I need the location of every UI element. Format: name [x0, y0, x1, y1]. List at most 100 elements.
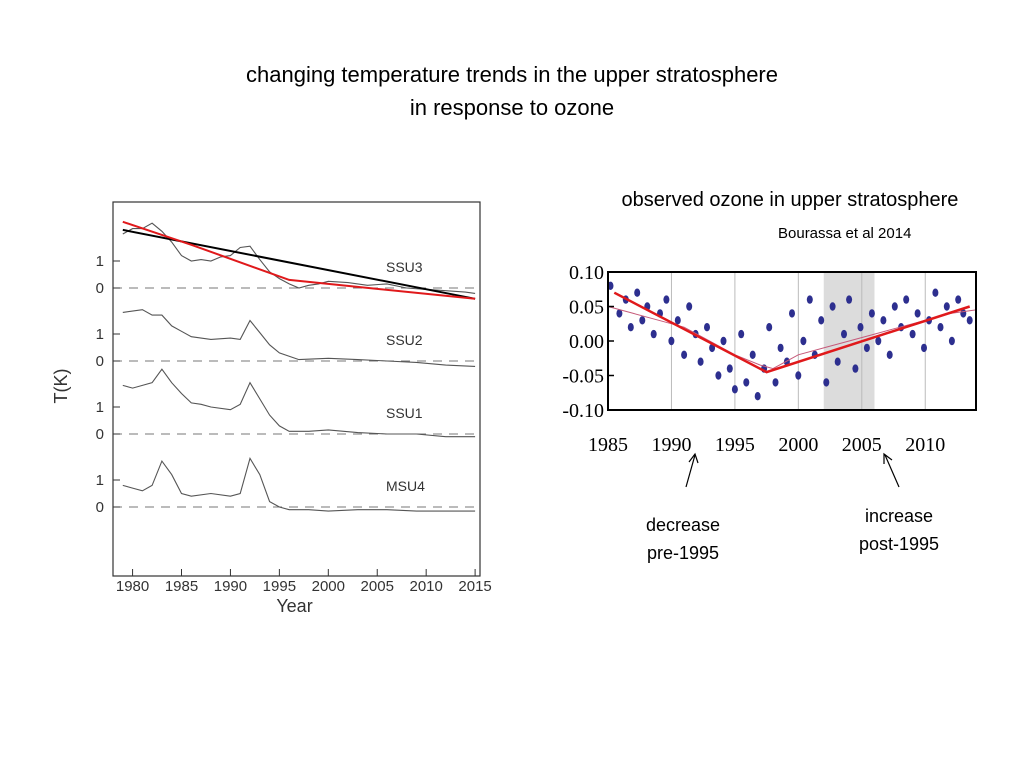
ozone-data-point [726, 364, 733, 373]
ozone-y-tick-label: 0.00 [569, 331, 604, 353]
ozone-y-tick-label: 0.05 [569, 297, 604, 319]
ozone-x-tick-label: 2010 [905, 434, 945, 456]
ozone-data-point [955, 295, 962, 304]
ozone-data-point [948, 336, 955, 346]
ozone-data-point [863, 343, 870, 353]
ozone-x-tick-label: 1990 [651, 434, 691, 456]
x-axis-title: Year [276, 596, 312, 616]
panel-label-ssu2: SSU2 [386, 332, 423, 348]
x-tick-label: 2005 [361, 578, 394, 595]
y-tick-label: 1 [96, 253, 104, 270]
ozone-data-point [834, 357, 841, 366]
x-tick-label: 1985 [165, 578, 198, 595]
ozone-data-point [634, 288, 641, 297]
ssu3-piecewise-trend [122, 220, 476, 300]
y-tick-label: 0 [96, 499, 104, 516]
ozone-data-point [754, 392, 761, 401]
ozone-data-point [731, 385, 738, 394]
ozone-data-point [749, 350, 756, 359]
y-axis-title: T(K) [51, 369, 71, 404]
ozone-x-tick-label: 1985 [588, 434, 628, 456]
ozone-data-point [903, 295, 910, 304]
panel-label-ssu3: SSU3 [386, 259, 423, 275]
ozone-data-point [841, 329, 847, 339]
ozone-data-point [627, 323, 634, 332]
ozone-data-point [829, 302, 836, 311]
decrease-label-line1: decrease [645, 515, 721, 535]
decrease-label: decrease pre-1995 [618, 511, 748, 567]
ozone-data-point [823, 378, 830, 387]
ozone-data-point [738, 329, 745, 339]
x-tick-label: 2015 [458, 578, 491, 595]
increase-label: increase post-1995 [834, 502, 964, 558]
ozone-data-point [818, 316, 825, 325]
ozone-data-point [697, 357, 704, 366]
y-tick-label: 1 [96, 326, 104, 343]
ozone-data-point [909, 329, 916, 339]
ozone-piecewise-trend [613, 291, 971, 374]
slide-title: changing temperature trends in the upper… [112, 58, 912, 124]
x-tick-label: 1990 [214, 578, 247, 595]
ozone-data-point [650, 329, 657, 339]
ozone-data-point [681, 350, 688, 359]
slide-title-line2: in response to ozone [409, 95, 615, 120]
ozone-data-point [914, 309, 921, 318]
ozone-data-point [743, 378, 750, 387]
ozone-data-point [875, 336, 882, 346]
ozone-data-point [777, 343, 784, 353]
increase-arrow [883, 452, 900, 488]
ozone-data-point [789, 309, 795, 318]
panel-label-msu4: MSU4 [386, 478, 425, 494]
ozone-data-point [891, 302, 898, 311]
panel-label-ssu1: SSU1 [386, 405, 423, 421]
ozone-data-point [806, 295, 813, 304]
ozone-data-point [852, 364, 859, 373]
ozone-data-point [766, 323, 773, 332]
slide-title-line1: changing temperature trends in the upper… [246, 62, 778, 87]
decrease-label-line2: pre-1995 [646, 543, 720, 563]
x-tick-label: 2000 [312, 578, 345, 595]
ozone-data-point [886, 350, 893, 359]
series-line-msu4 [122, 457, 476, 512]
series-line-ssu1 [122, 368, 476, 438]
ozone-data-point [921, 343, 927, 353]
increase-label-line1: increase [864, 506, 934, 526]
ozone-data-point [880, 316, 887, 325]
ozone-y-tick-label: -0.10 [562, 400, 604, 422]
x-tick-label: 1980 [116, 578, 149, 595]
ozone-data-point [943, 302, 950, 311]
ozone-data-point [772, 378, 779, 387]
ozone-data-point [800, 336, 807, 346]
ozone-data-point [616, 309, 623, 318]
citation: Bourassa et al 2014 [778, 225, 912, 242]
y-tick-label: 0 [96, 280, 104, 297]
decrease-arrow [685, 452, 699, 488]
ozone-data-point [715, 371, 722, 380]
ozone-y-tick-label: -0.05 [562, 366, 604, 388]
ozone-data-point [668, 336, 675, 346]
ozone-data-point [966, 316, 973, 325]
ozone-data-point [868, 309, 875, 318]
ozone-data-point [674, 316, 681, 325]
increase-label-line2: post-1995 [858, 534, 940, 554]
x-tick-label: 2010 [409, 578, 442, 595]
ozone-y-tick-label: 0.10 [569, 262, 604, 284]
ozone-data-point [663, 295, 670, 304]
ozone-data-point [857, 323, 864, 332]
ozone-data-point [686, 302, 693, 311]
ozone-data-point [704, 323, 710, 332]
y-tick-label: 1 [96, 472, 104, 489]
ozone-data-point [846, 295, 853, 304]
series-line-ssu2 [122, 309, 476, 367]
ozone-data-point [720, 336, 727, 346]
ozone-data-point [795, 371, 802, 380]
ozone-data-point [932, 288, 939, 297]
ozone-x-tick-label: 1995 [715, 434, 755, 456]
series-line-ssu3 [122, 222, 476, 294]
ozone-data-point [937, 323, 944, 332]
ozone-chart-title: observed ozone in upper stratosphere [621, 189, 959, 211]
y-tick-label: 0 [96, 353, 104, 370]
